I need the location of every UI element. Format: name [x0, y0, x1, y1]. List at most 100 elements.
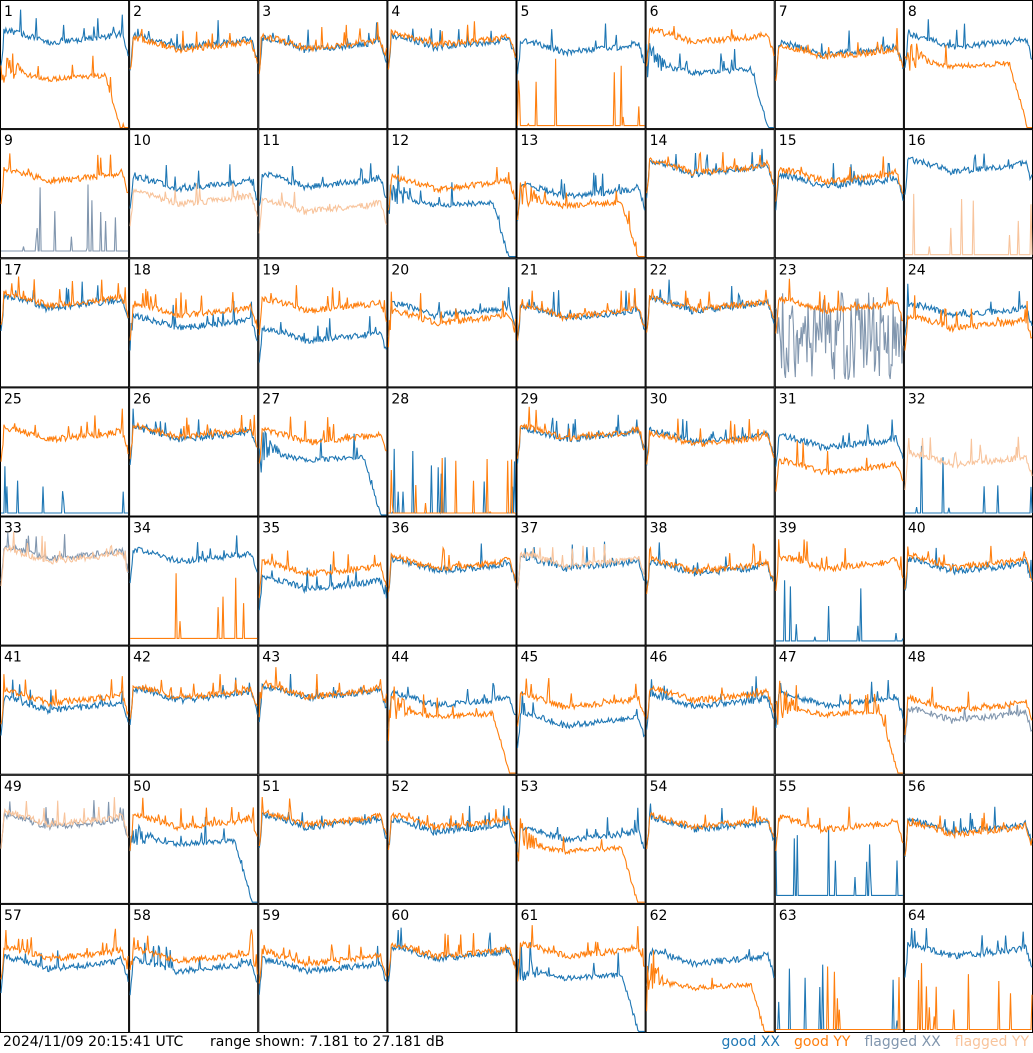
panel-frame — [645, 774, 775, 904]
panel-label: 58 — [133, 908, 151, 924]
panel-label: 45 — [521, 650, 539, 666]
panel-label: 43 — [262, 650, 280, 666]
panel-label: 61 — [521, 908, 539, 924]
panel-label: 17 — [4, 262, 22, 278]
panel-54: 54 — [645, 774, 775, 904]
panel-4: 4 — [387, 0, 517, 130]
series-yy-line — [516, 288, 646, 341]
series-xx-line — [516, 23, 645, 75]
panel-39: 39 — [774, 516, 904, 646]
series-xx-line — [387, 28, 517, 70]
series-xx-line — [646, 947, 775, 986]
panel-25: 25 — [0, 387, 130, 517]
panel-label: 26 — [133, 391, 151, 407]
panel-frame — [0, 774, 130, 904]
series-xx-line — [258, 673, 387, 723]
panel-13: 13 — [516, 129, 646, 259]
panel-36: 36 — [387, 516, 517, 646]
panel-58: 58 — [129, 903, 259, 1033]
series-yy-line — [646, 288, 775, 333]
panel-frame — [0, 258, 130, 388]
panel-61: 61 — [516, 903, 646, 1033]
series-xx-line — [0, 800, 129, 849]
panel-frame — [516, 516, 646, 646]
panel-49: 49 — [0, 774, 130, 904]
panel-frame — [258, 774, 388, 904]
panel-frame — [0, 903, 130, 1033]
panel-53: 53 — [516, 774, 646, 904]
legend-good-yy: good YY — [793, 1034, 851, 1050]
panel-frame — [129, 645, 259, 775]
panel-frame — [516, 645, 646, 775]
series-yy-line — [646, 151, 775, 194]
series-yy-line — [904, 43, 1032, 129]
series-yy-line — [775, 278, 904, 334]
panel-frame — [645, 903, 775, 1033]
series-xx-line — [0, 9, 129, 66]
panel-label: 35 — [262, 521, 280, 537]
panel-frame — [258, 129, 388, 259]
panel-19: 19 — [258, 258, 388, 388]
panel-label: 13 — [521, 133, 539, 149]
panel-15: 15 — [774, 129, 904, 259]
series-yy-line — [516, 181, 645, 258]
series-xx-line — [775, 580, 904, 642]
panel-label: 37 — [521, 521, 539, 537]
panel-9: 9 — [0, 129, 130, 259]
panel-5: 5 — [516, 0, 646, 130]
panel-frame — [645, 645, 775, 775]
series-yy-line — [0, 53, 129, 129]
panel-27: 27 — [258, 387, 388, 517]
series-yy-line — [646, 543, 775, 595]
panel-label: 1 — [4, 4, 13, 20]
panel-frame — [258, 0, 388, 130]
series-yy-line — [516, 818, 645, 903]
series-xx-line — [129, 300, 258, 351]
panel-label: 38 — [650, 521, 668, 537]
series-xx-line — [0, 950, 129, 994]
panel-label: 21 — [521, 262, 539, 278]
panel-46: 46 — [645, 645, 775, 775]
series-xx-line — [646, 43, 774, 129]
panel-frame — [774, 0, 904, 130]
series-xx-line — [904, 927, 1033, 978]
panel-label: 29 — [521, 391, 539, 407]
series-yy-line — [775, 156, 904, 202]
panel-label: 34 — [133, 521, 151, 537]
series-xx-line — [516, 172, 646, 222]
panel-frame — [645, 387, 775, 517]
panel-frame — [903, 258, 1033, 388]
panel-62: 62 — [645, 903, 775, 1033]
panel-55: 55 — [774, 774, 904, 904]
panel-47: 47 — [774, 645, 904, 775]
series-xx-line — [516, 414, 646, 464]
series-yy-line — [0, 276, 129, 325]
series-yy-line — [516, 58, 645, 127]
panel-10: 10 — [129, 129, 259, 259]
panel-23: 23 — [774, 258, 904, 388]
series-yy-line — [904, 295, 1033, 351]
series-yy-line — [904, 545, 1033, 590]
panel-43: 43 — [258, 645, 388, 775]
series-xx-line — [129, 816, 258, 903]
panel-label: 19 — [262, 262, 280, 278]
series-xx-line — [258, 316, 387, 363]
series-xx-line — [775, 419, 904, 467]
series-xx-line — [904, 153, 1033, 195]
panel-frame — [387, 258, 517, 388]
panel-label: 64 — [908, 908, 926, 924]
panel-45: 45 — [516, 645, 646, 775]
panel-frame — [0, 129, 130, 259]
series-yy-line — [387, 291, 517, 348]
panel-14: 14 — [645, 129, 775, 259]
panel-frame — [129, 129, 259, 259]
series-yy-line — [646, 25, 775, 67]
panel-label: 4 — [391, 4, 400, 20]
panel-21: 21 — [516, 258, 646, 388]
series-xx-line — [646, 419, 774, 466]
series-xx-line — [387, 927, 517, 982]
panel-frame — [387, 387, 517, 517]
panel-frame — [516, 258, 646, 388]
